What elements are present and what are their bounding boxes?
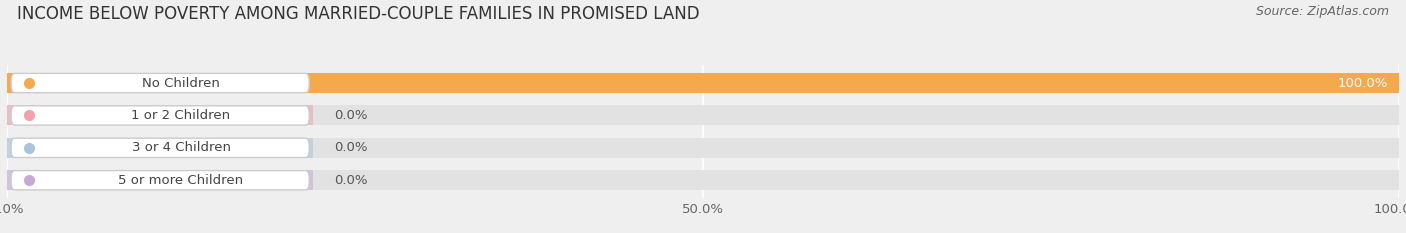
Bar (7, 138, 314, 158)
Text: No Children: No Children (142, 77, 219, 89)
FancyBboxPatch shape (11, 138, 309, 158)
Bar (7, 138, 1399, 158)
Bar (7, 105, 314, 126)
Text: 0.0%: 0.0% (335, 141, 367, 154)
Text: INCOME BELOW POVERTY AMONG MARRIED-COUPLE FAMILIES IN PROMISED LAND: INCOME BELOW POVERTY AMONG MARRIED-COUPL… (17, 5, 700, 23)
Text: 3 or 4 Children: 3 or 4 Children (132, 141, 231, 154)
Text: 1 or 2 Children: 1 or 2 Children (131, 109, 231, 122)
Bar (7, 170, 314, 190)
Bar (7, 73, 1399, 93)
Text: Source: ZipAtlas.com: Source: ZipAtlas.com (1256, 5, 1389, 18)
FancyBboxPatch shape (11, 106, 309, 125)
Text: 100.0%: 100.0% (1337, 77, 1388, 89)
Text: 5 or more Children: 5 or more Children (118, 174, 243, 187)
Bar (7, 105, 1399, 126)
FancyBboxPatch shape (11, 73, 309, 93)
FancyBboxPatch shape (11, 171, 309, 190)
Bar (7, 170, 1399, 190)
Text: 0.0%: 0.0% (335, 109, 367, 122)
Bar (7, 73, 1399, 93)
Text: 0.0%: 0.0% (335, 174, 367, 187)
